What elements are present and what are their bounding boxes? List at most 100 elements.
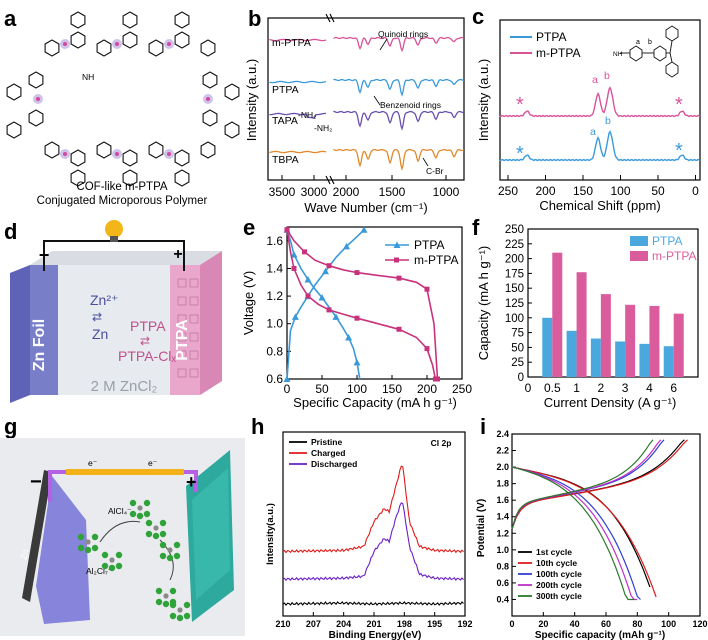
series-ptpa-discharge-line [286, 229, 361, 380]
x-tick-label: 100 [661, 619, 676, 629]
point-ptpa-charge [283, 375, 291, 382]
polymer-ring [224, 121, 240, 139]
amine-node [63, 152, 67, 156]
panel-f-rate-chart: f Capacity (mA h g⁻¹) Current Density (A… [472, 215, 699, 410]
series-10th-cycle-charge [511, 439, 688, 530]
legend-label-m-ptpa: m-PTPA [652, 249, 696, 263]
chlorine-atom [91, 533, 99, 541]
point-ptpa-charge [291, 313, 299, 320]
zn-foil-edge [10, 265, 30, 403]
peak-label-a-m-ptpa: a [592, 74, 598, 86]
legend-label-200th-cycle: 200th cycle [536, 580, 582, 590]
chlorine-atom [145, 519, 153, 527]
panel-d-battery-schematic: d − + Zn Foil PTPA Zn²⁺ ⇄ Zn PTPA ⇄ PTPA… [4, 219, 222, 403]
series-ptpa-charge-line [286, 229, 365, 380]
chlorine-atom [166, 554, 174, 562]
amine-node [206, 97, 210, 101]
point-m-ptpa-discharge [305, 293, 311, 299]
panel-a-letter: a [4, 6, 17, 31]
panel-b-frame [267, 17, 465, 181]
panel-h-xlabel: Binding Energy(eV) [329, 630, 422, 640]
x-tick-label: 50 [315, 382, 329, 396]
x-tick-label: 50 [651, 184, 665, 198]
point-ptpa-charge [360, 226, 368, 233]
trace-label-tapa: TAPA [272, 115, 298, 127]
bar-ptpa-2 [590, 338, 601, 377]
legend-marker-ptpa [393, 241, 401, 248]
y-tick-label: 1.6 [496, 495, 509, 505]
panel-c: c Intensity (a.u.) Chemical Shift (ppm) … [470, 0, 708, 215]
polymer-ring [96, 141, 112, 159]
ptpa-cathode [170, 265, 200, 395]
annotation-quinoid-rings: Quinoid rings [378, 29, 428, 39]
panel-c-letter: c [472, 4, 484, 29]
y-tick-label: 50 [511, 342, 524, 354]
lattice-cell [189, 350, 199, 360]
bar-ptpa-4 [639, 343, 650, 377]
panel-c-ticks: 250 200 150 100 50 0 [498, 175, 699, 198]
bar-ptpa-3 [615, 341, 626, 377]
y-tick-label: 125 [505, 298, 524, 310]
x-tick-label: 0 [509, 619, 514, 629]
zn-electrode-coating [36, 476, 90, 624]
legend-label-10th-cycle: 10th cycle [536, 558, 577, 568]
peak-label-b-m-ptpa: b [604, 70, 610, 82]
chlorine-atom [183, 601, 191, 609]
x-tick-label: 0 [284, 382, 291, 396]
panel-b-ftir-chart: b Intensity (a.u.) Wave Number (cm⁻¹) 35… [244, 6, 465, 215]
zn2-ion-label: Zn²⁺ [90, 292, 118, 308]
polymer-ring [174, 31, 190, 49]
panel-g: g − + e⁻ e⁻ AlCl₄⁻ Al₂Cl₇⁻ Zn [0, 410, 245, 640]
polymer-ring [28, 71, 44, 89]
aluminium-atom [85, 539, 91, 545]
y-tick-label: 1.4 [496, 512, 509, 522]
point-m-ptpa-discharge [432, 376, 438, 382]
legend-label-1st-cycle: 1st cycle [536, 547, 572, 557]
panel-i-xlabel: Specific capacity (mAh g⁻¹) [535, 630, 665, 640]
amine-node [115, 152, 119, 156]
x-tick-label: 4 [646, 381, 653, 395]
x-tick-label: 80 [632, 619, 642, 629]
panel-h-letter: h [251, 414, 264, 439]
trace-m-ptpa-left [269, 38, 327, 42]
lattice-cell [189, 332, 199, 342]
panel-c-frame [499, 19, 701, 181]
trace-label-m-ptpa: m-PTPA [272, 37, 311, 49]
chlorine-atom [159, 541, 167, 549]
chlorine-atom [169, 587, 177, 595]
circuit-electron-path [66, 469, 184, 475]
y-tick-label: 1.6 [266, 234, 283, 248]
y-tick-label: 0.8 [266, 344, 283, 358]
point-m-ptpa-discharge [424, 346, 430, 352]
trace-ptpa-right [333, 78, 465, 97]
x-tick-label: 2000 [333, 185, 360, 199]
peak-label-b-ptpa: b [605, 115, 611, 127]
point-m-ptpa-charge [424, 286, 430, 292]
panel-h-xps-chart: h Intensity(a.u.) Binding Energy(eV) Cl … [251, 414, 473, 640]
series-m-ptpa-discharge-line [286, 229, 437, 380]
y-tick-label: 2.2 [496, 446, 509, 456]
amine-node [115, 42, 119, 46]
x-tick-label: 6 [670, 381, 677, 395]
panel-h: h Intensity(a.u.) Binding Energy(eV) Cl … [245, 410, 473, 640]
x-tick-label: 1500 [379, 185, 406, 199]
legend-label-discharged: Discharged [311, 459, 357, 469]
trace-ptpa-left [269, 80, 327, 84]
peak-label-a-ptpa: a [590, 126, 596, 138]
polymer-ring [122, 31, 138, 49]
point-ptpa-discharge [332, 313, 340, 320]
panel-c-structure-nh: NH [613, 51, 623, 58]
zn-plate-label: Zn [18, 548, 30, 560]
y-tick-label: 0 [518, 372, 524, 384]
lattice-cell [177, 368, 187, 378]
bar-m-ptpa-3 [625, 304, 636, 377]
graphene-cathode-highlight [192, 468, 230, 600]
panel-f-letter: f [472, 215, 480, 240]
chlorine-atom [115, 562, 123, 570]
x-tick-label: 200 [535, 184, 555, 198]
spectrum-ptpa [499, 130, 701, 162]
x-tick-label: 198 [397, 619, 412, 629]
polymer-ring [70, 11, 86, 29]
